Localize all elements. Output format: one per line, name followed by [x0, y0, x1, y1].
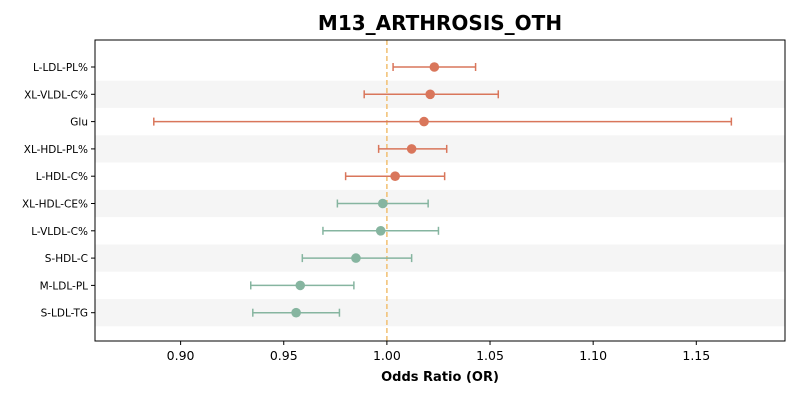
y-axis: L-LDL-PL% XL-VLDL-C% Glu XL-HDL-PL% L-HDL-C%… [22, 62, 95, 320]
y-tick-label: L-VLDL-C% [31, 226, 88, 238]
or-point [406, 144, 417, 154]
or-point [429, 62, 440, 72]
or-point [375, 226, 386, 236]
row-band [95, 299, 785, 327]
plot-frame [94, 39, 786, 342]
row-band [95, 189, 785, 218]
x-tick-label: 1.00 [373, 348, 401, 363]
or-point [351, 253, 361, 263]
chart-title: M13_ARTHROSIS_OTH [318, 11, 562, 35]
y-tick-label: L-LDL-PL% [33, 62, 88, 74]
or-point [425, 89, 436, 100]
y-tick-label: XL-HDL-CE% [22, 199, 88, 211]
or-point [419, 116, 429, 127]
data-points [291, 62, 440, 318]
or-point [291, 307, 301, 318]
or-point [295, 280, 306, 291]
y-tick-label: XL-VLDL-C% [24, 89, 88, 101]
y-tick-label: L-HDL-C% [36, 171, 88, 183]
x-axis: 0.90 0.95 1.00 1.05 1.10 1.15 [167, 341, 710, 363]
x-tick-label: 0.95 [270, 348, 298, 363]
x-axis-label: Odds Ratio (OR) [381, 370, 499, 385]
y-tick-label: S-HDL-C [45, 253, 88, 265]
or-point [377, 198, 388, 209]
y-tick-label: M-LDL-PL [40, 280, 89, 292]
or-point [390, 171, 400, 181]
row-bands [95, 80, 785, 327]
y-tick-label: S-LDL-TG [41, 308, 88, 320]
x-tick-label: 1.05 [476, 348, 504, 363]
y-tick-label: Glu [70, 117, 88, 129]
y-tick-label: XL-HDL-PL% [24, 144, 88, 156]
row-band [95, 244, 785, 272]
x-tick-label: 0.90 [167, 348, 195, 363]
x-tick-label: 1.15 [682, 348, 710, 363]
x-tick-label: 1.10 [579, 348, 607, 363]
